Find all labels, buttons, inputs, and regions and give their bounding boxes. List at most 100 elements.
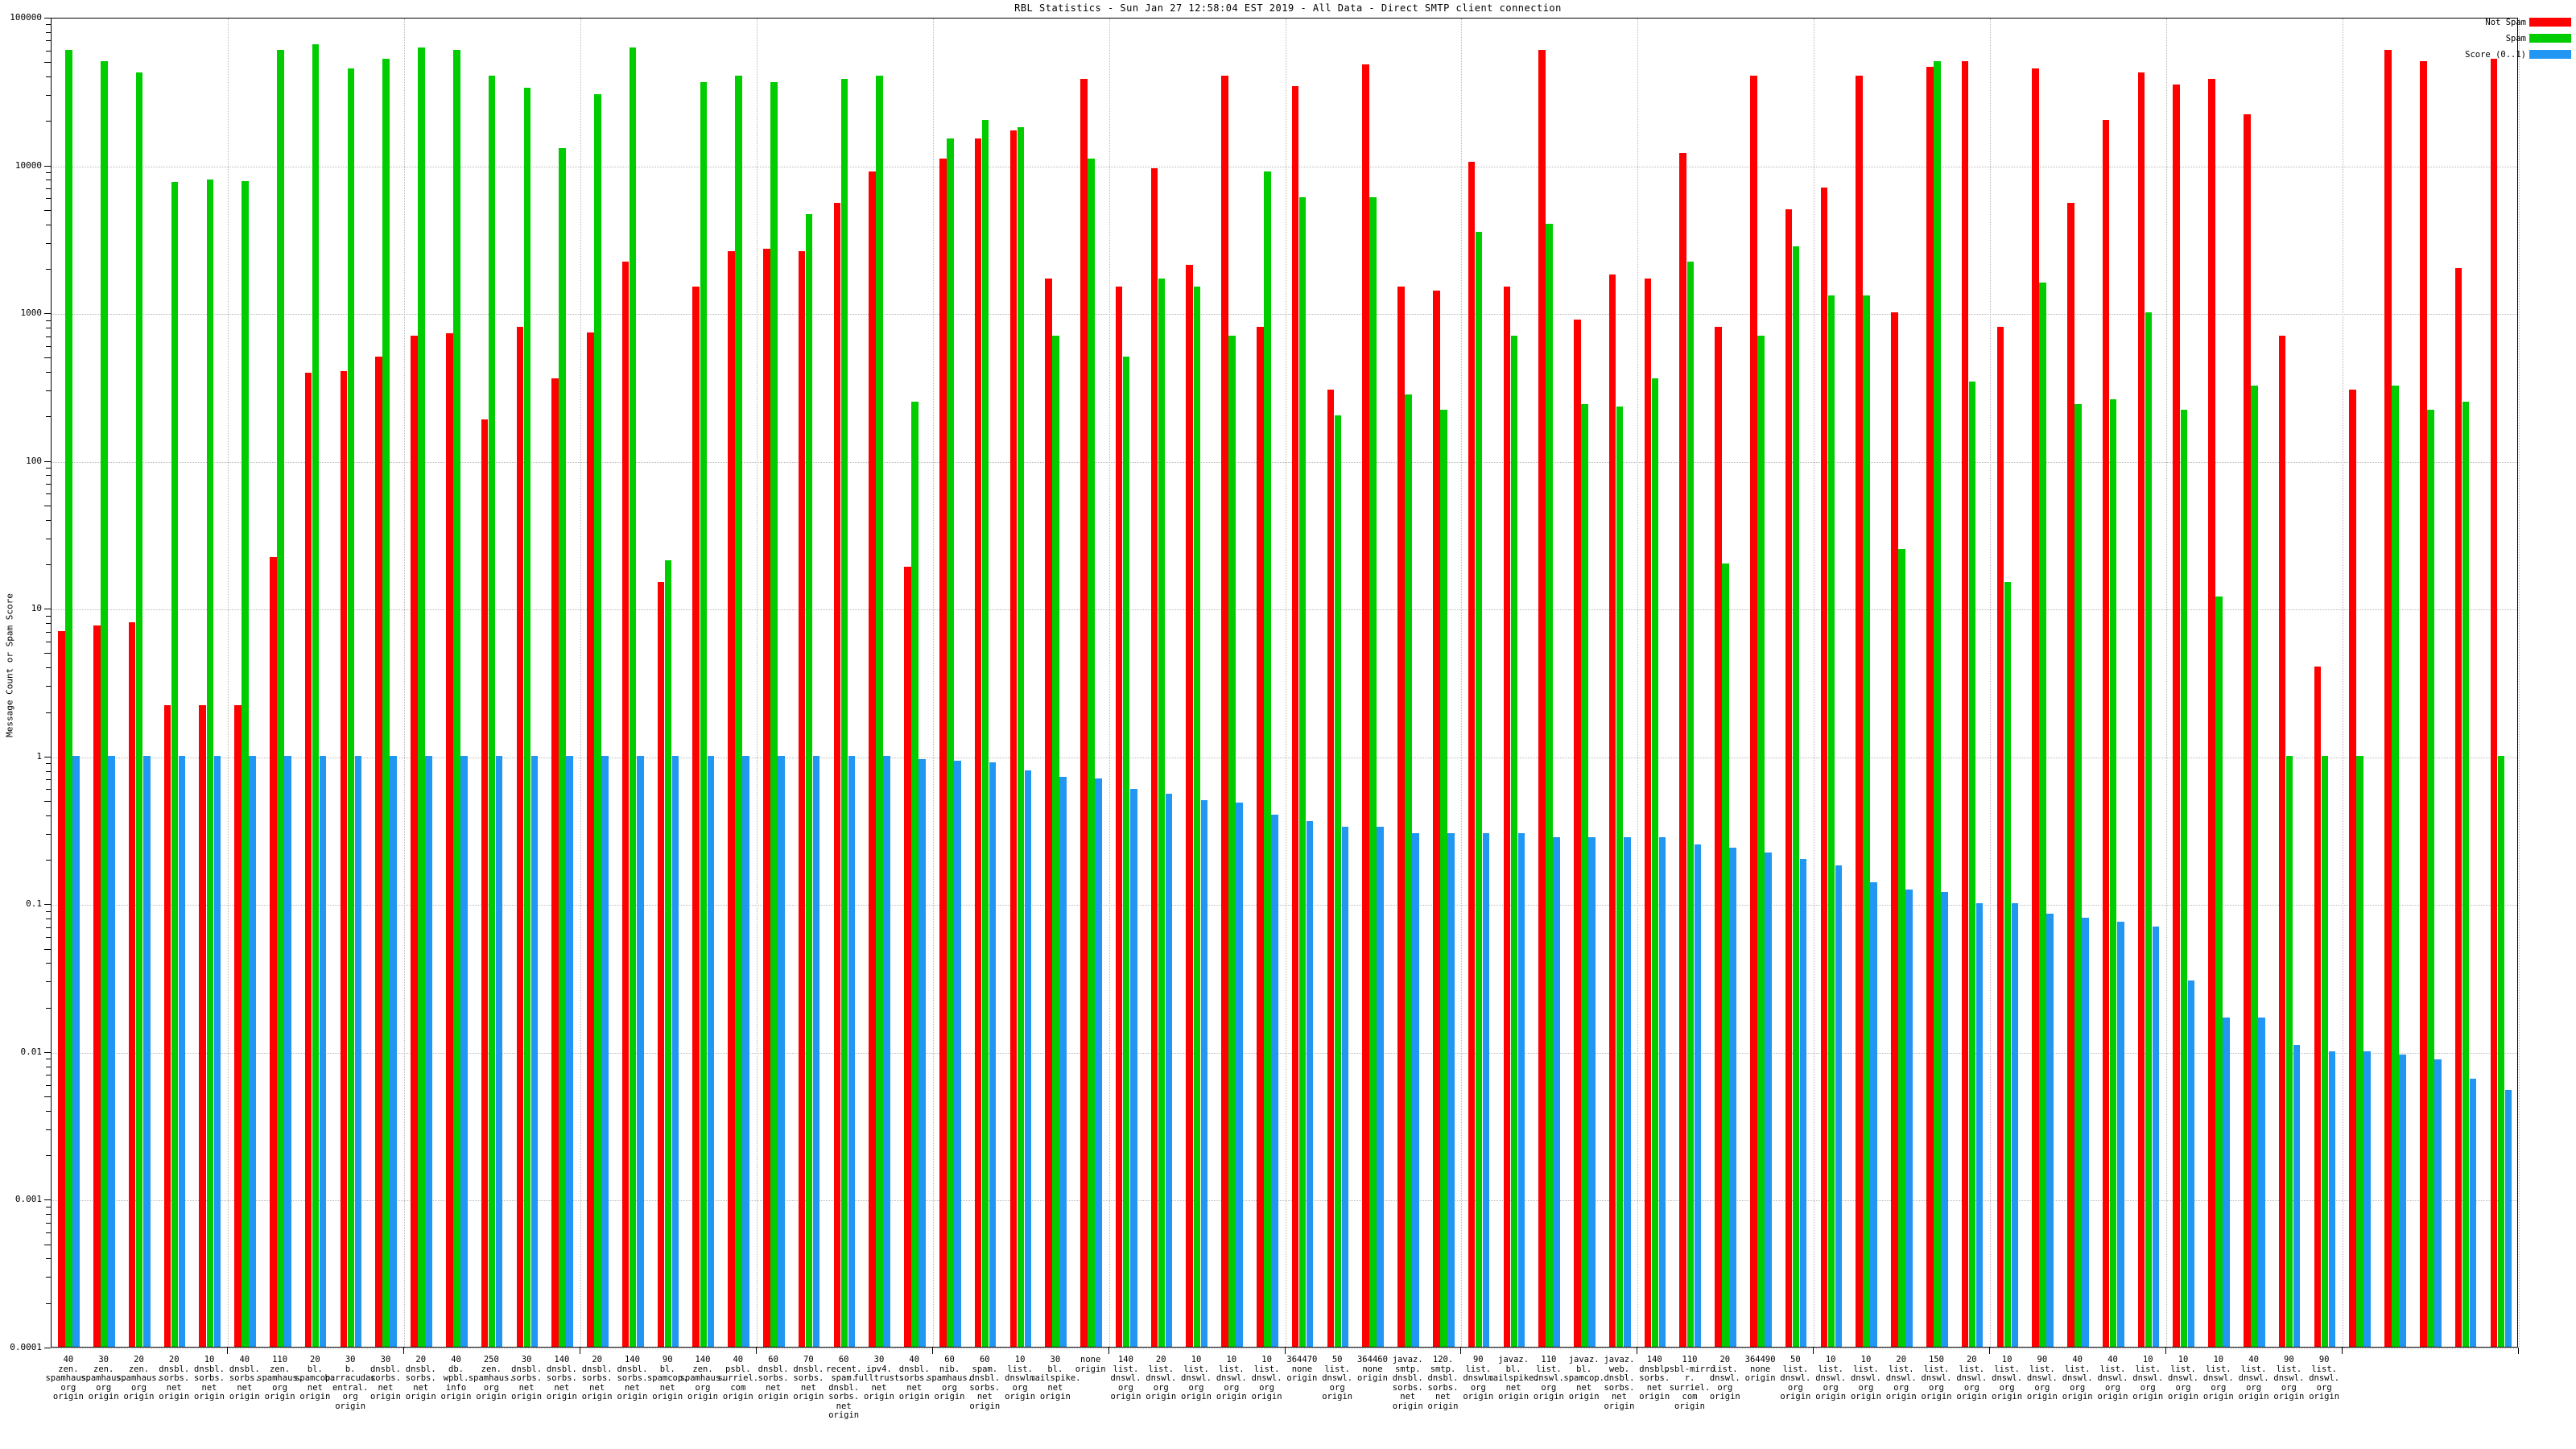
y-tick-minor — [46, 475, 51, 477]
y-tick-label: 10 — [31, 603, 42, 614]
bar-not-spam — [869, 171, 876, 1347]
bar-group — [904, 19, 926, 1347]
bar-score — [989, 762, 997, 1347]
bar-group — [1715, 19, 1736, 1347]
bar-not-spam — [1009, 130, 1018, 1347]
bar-score — [1271, 814, 1278, 1347]
y-tick-minor — [46, 686, 51, 687]
bar-score — [2046, 914, 2054, 1347]
y-tick-label: 0.01 — [20, 1046, 43, 1057]
x-tick-label: 10 list. dnswl. org origin — [2202, 1355, 2234, 1402]
bar-score — [919, 758, 926, 1347]
bar-not-spam — [2454, 267, 2462, 1347]
bar-group — [2454, 19, 2477, 1347]
x-tick-label: 10 list. dnswl. org origin — [1850, 1355, 1881, 1402]
x-tick-label: 20 list. dnswl. org origin — [1956, 1355, 1988, 1402]
bar-not-spam — [1996, 326, 2004, 1347]
x-tick-label: javaz. bl. spamcop. net origin — [1563, 1355, 1604, 1402]
bar-group — [2490, 19, 2512, 1347]
bar-not-spam — [2384, 49, 2392, 1347]
bar-score — [530, 755, 539, 1347]
legend-swatch — [2529, 34, 2571, 43]
bar-spam — [1510, 335, 1518, 1347]
gridline-v — [580, 19, 581, 1347]
x-tick-label: 70 dnsbl. sorbs. net origin — [793, 1355, 824, 1402]
gridline-h — [52, 905, 2517, 906]
bar-group — [163, 19, 186, 1347]
bar-group — [1327, 19, 1349, 1347]
bar-not-spam — [2349, 390, 2356, 1347]
y-tick-minor — [46, 763, 51, 765]
y-tick-minor — [46, 50, 51, 52]
x-tick-label: javaz. bl. mailspike. net origin — [1488, 1355, 1539, 1402]
bar-score — [812, 755, 820, 1347]
bar-not-spam — [2208, 79, 2215, 1347]
bar-score — [1517, 832, 1525, 1347]
bar-spam — [1934, 61, 1941, 1347]
x-tick-label: 30 dnsbl. sorbs. net origin — [369, 1355, 401, 1402]
bar-spam — [805, 214, 813, 1347]
bar-group — [1644, 19, 1666, 1347]
bar-spam — [206, 180, 214, 1347]
legend-swatch — [2529, 50, 2571, 59]
bar-not-spam — [1608, 275, 1616, 1347]
bar-spam — [2074, 403, 2082, 1347]
bar-score — [1482, 832, 1490, 1347]
bar-not-spam — [798, 250, 806, 1347]
y-tick-minor — [46, 615, 51, 617]
gridline-v — [2519, 19, 2520, 1347]
bar-score — [1975, 903, 1984, 1347]
bar-spam — [1581, 403, 1588, 1347]
bar-spam — [559, 147, 566, 1347]
bar-spam — [2251, 385, 2258, 1347]
x-tick-label: 10 list. dnswl. org origin — [2132, 1355, 2164, 1402]
bar-spam — [1863, 295, 1870, 1347]
bar-not-spam — [1257, 326, 1264, 1347]
bar-not-spam — [93, 625, 101, 1347]
bar-spam — [981, 120, 989, 1347]
bar-group — [445, 19, 468, 1347]
y-tick-minor — [46, 1277, 51, 1278]
y-tick-minor — [46, 564, 51, 565]
bar-spam — [1827, 295, 1835, 1347]
bar-not-spam — [1397, 286, 1405, 1347]
y-tick-minor — [46, 667, 51, 669]
x-tick-label: 250 zen. spamhaus. org origin — [468, 1355, 514, 1402]
bar-not-spam — [2490, 59, 2498, 1347]
y-tick-minor — [46, 779, 51, 781]
x-tick-label: 10 list. dnswl. org origin — [1216, 1355, 1247, 1402]
bar-spam — [1088, 158, 1095, 1347]
y-tick-minor — [46, 268, 51, 270]
y-tick-minor — [46, 31, 51, 33]
bar-spam — [2004, 581, 2012, 1347]
y-tick-label: 1000 — [20, 308, 43, 319]
x-axis-labels: 40 zen. spamhaus. org origin 30 zen. spam… — [45, 1355, 2518, 1449]
bar-group — [128, 19, 151, 1347]
bar-group — [1186, 19, 1208, 1347]
bar-group — [1820, 19, 1843, 1347]
bar-spam — [277, 49, 284, 1347]
x-tick-label: javaz. smtp. dnsbl. sorbs. net origin — [1392, 1355, 1423, 1411]
bar-group — [516, 19, 539, 1347]
bar-not-spam — [1327, 390, 1335, 1347]
x-tick-label: 50 list. dnswl. org origin — [1780, 1355, 1811, 1402]
bar-score — [1765, 852, 1772, 1347]
bar-spam — [770, 82, 778, 1347]
bar-not-spam — [1750, 76, 1757, 1347]
bar-group — [93, 19, 115, 1347]
x-tick-label: 90 list. dnswl. org origin — [2309, 1355, 2340, 1402]
bar-not-spam — [2278, 335, 2286, 1347]
bar-group — [58, 19, 80, 1347]
bar-not-spam — [1715, 326, 1722, 1347]
y-tick-minor — [46, 860, 51, 861]
bar-score — [390, 755, 398, 1347]
y-tick-label: 0.0001 — [10, 1342, 42, 1352]
x-tick-label: none origin — [1075, 1355, 1106, 1374]
bar-spam — [1440, 409, 1447, 1347]
bar-score — [883, 755, 891, 1347]
bar-not-spam — [1115, 286, 1123, 1347]
x-tick-label: 140 list. dnswl. org origin — [1110, 1355, 1141, 1402]
bar-spam — [1757, 335, 1765, 1347]
bar-spam — [382, 59, 390, 1347]
